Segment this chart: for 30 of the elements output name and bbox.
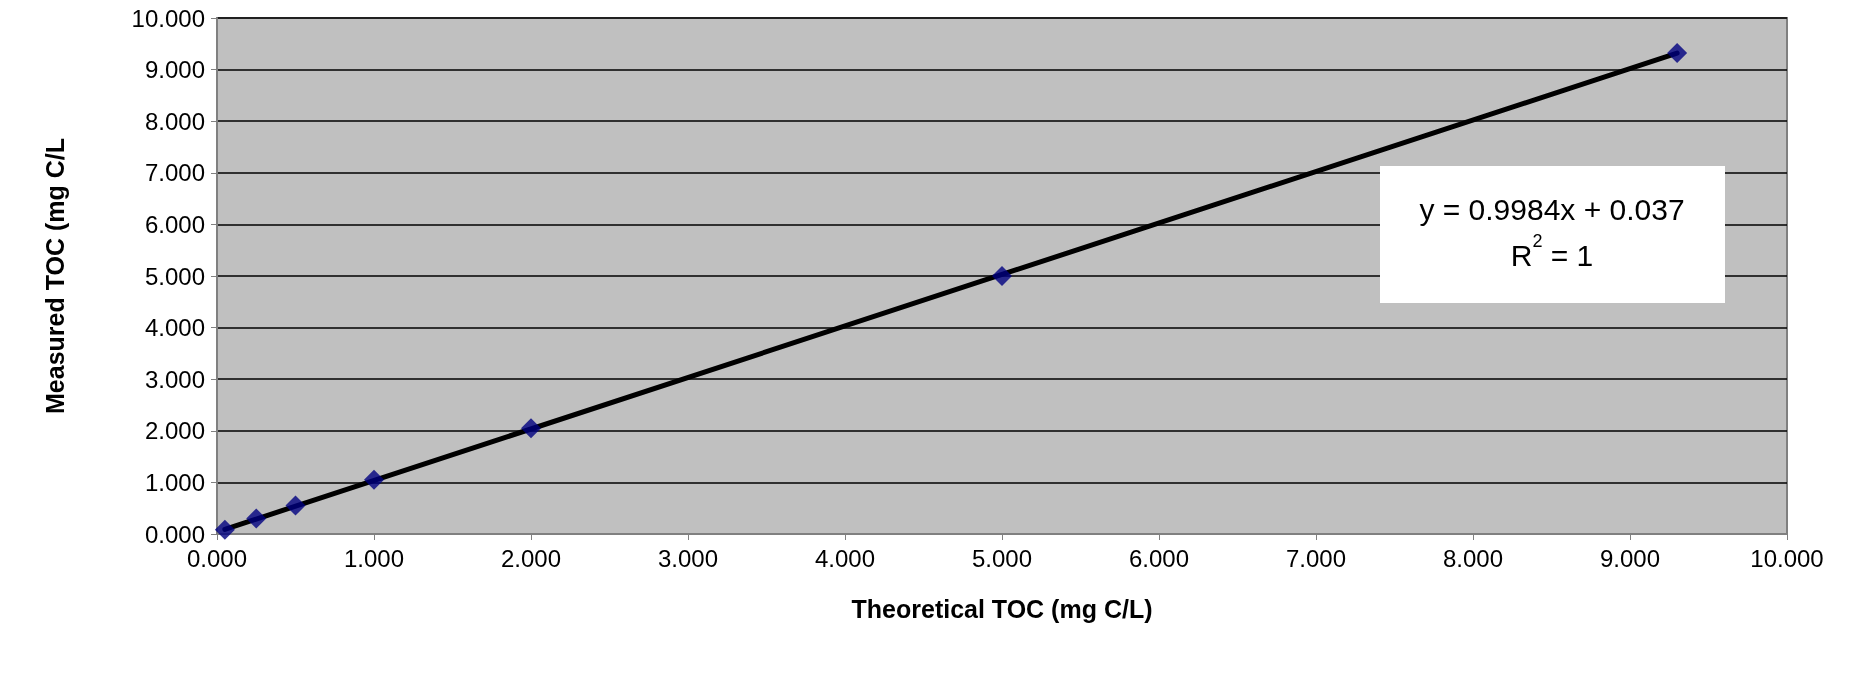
y-tick-label: 3.000 [144, 365, 205, 393]
y-tick-label: 2.000 [144, 417, 205, 445]
x-tick-label: 8.000 [1442, 544, 1504, 572]
x-tick-label: 1.000 [343, 544, 405, 572]
x-tick-label: 10.000 [1750, 544, 1824, 572]
point [246, 508, 267, 529]
annotation: y = 0.9984x + 0.037 [1419, 192, 1685, 226]
point [1667, 43, 1688, 64]
point [285, 495, 306, 516]
x-axis-title: Theoretical TOC (mg C/L) [851, 594, 1153, 623]
y-tick-label: 1.000 [144, 468, 205, 496]
x-tick-label: 7.000 [1285, 544, 1347, 572]
x-tick-label: 4.000 [814, 544, 876, 572]
y-tick-label: 7.000 [144, 159, 205, 187]
point [992, 266, 1012, 286]
y-tick-label: 4.000 [144, 314, 205, 342]
x-tick-label: 2.000 [500, 544, 562, 572]
y-tick-label: 9.000 [144, 56, 205, 84]
y-tick-label: 10.000 [131, 4, 205, 32]
point [214, 519, 235, 540]
y-tick-label: 6.000 [144, 210, 205, 238]
point [364, 469, 384, 490]
y-tick-label: 5.000 [144, 262, 205, 290]
y-axis-title: Measured TOC (mg C/L [40, 138, 69, 414]
x-tick-label: 5.000 [971, 544, 1033, 572]
y-tick-label: 8.000 [144, 107, 205, 135]
x-tick-label: 9.000 [1599, 544, 1661, 572]
x-tick-label: 6.000 [1128, 544, 1190, 572]
x-tick-label: 3.000 [657, 544, 719, 572]
point [521, 418, 541, 439]
